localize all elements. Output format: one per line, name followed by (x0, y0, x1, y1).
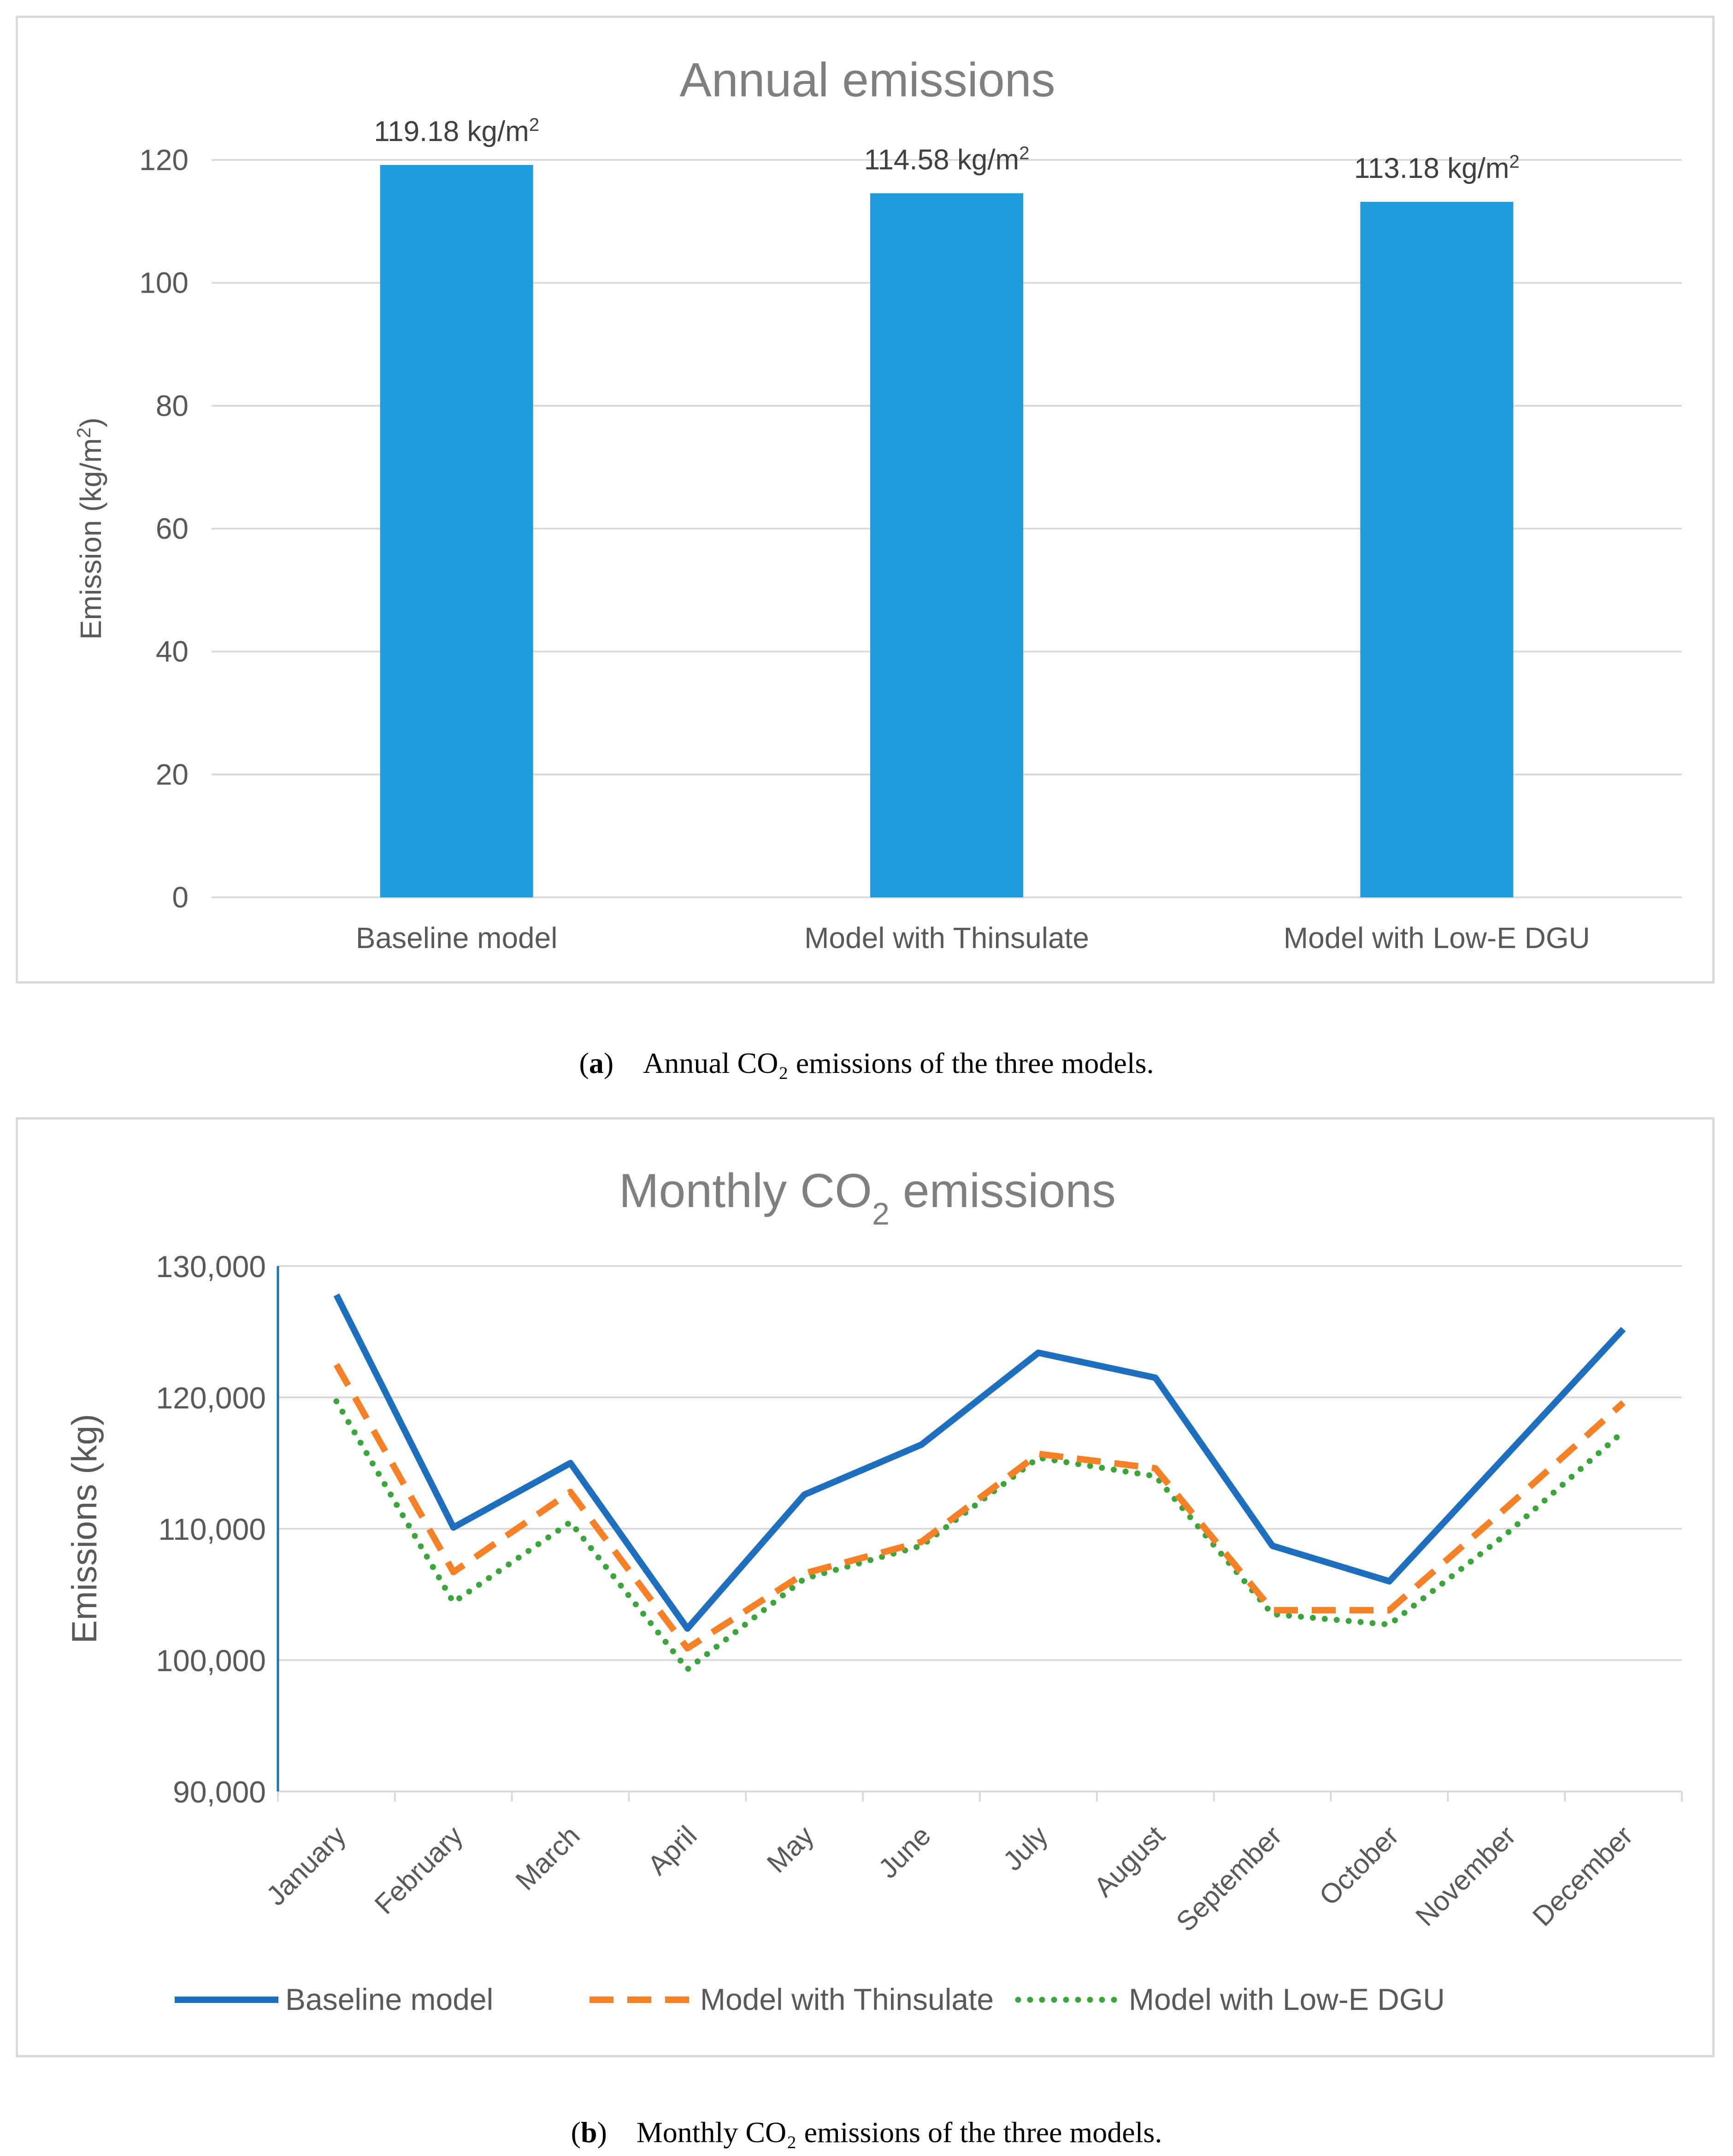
x-tick-label: October (1313, 1820, 1404, 1911)
series-1-point (1037, 1351, 1040, 1354)
series-2-point (803, 1572, 806, 1575)
y-tick-label: 90,000 (173, 1775, 266, 1809)
monthly-emissions-chart: Monthly CO2 emissions 90,000 100,000 110,00… (65, 1164, 1683, 2016)
chart-title-text: Monthly CO (619, 1164, 872, 1218)
y-tick-label: 100,000 (156, 1644, 266, 1678)
series-1-point (1271, 1544, 1274, 1547)
caption-b-text: Monthly CO₂ emissions of the three model… (636, 2116, 1162, 2149)
series-3-point (1622, 1430, 1625, 1433)
series-1-point (569, 1462, 572, 1465)
y-axis-label-sup: 2 (73, 427, 94, 438)
y-axis-label: Emissions (kg) (65, 1414, 104, 1644)
x-tick-label: January (260, 1820, 352, 1911)
series-2-point (452, 1571, 455, 1573)
series-1-point (803, 1493, 806, 1496)
legend-label-2: Model with Thinsulate (700, 1982, 994, 2016)
annual-emissions-chart: Annual emissions 0 20 40 60 80 100 120 Emission … (73, 53, 1682, 954)
x-tick-label: February (369, 1820, 469, 1920)
x-tick-label: March (510, 1820, 586, 1896)
y-tick-label: 40 (156, 635, 189, 668)
y-axis-label: Emission (kg/m2) (73, 418, 108, 640)
y-tick-label: 110,000 (158, 1512, 266, 1546)
bar-1 (380, 165, 533, 897)
series-1-point (452, 1526, 455, 1529)
x-tick-label: November (1409, 1820, 1521, 1932)
data-label-text: 119.18 kg/m (374, 116, 529, 147)
series-2-point (1505, 1506, 1508, 1509)
series-2-point (1037, 1453, 1040, 1455)
y-axis-label-text: Emission (kg/m (74, 438, 107, 640)
data-label-sup: 2 (1509, 152, 1520, 172)
series-2-point (920, 1541, 923, 1543)
chart-title-end: emissions (890, 1164, 1116, 1218)
y-tick-label: 100 (139, 266, 189, 300)
x-tick-label: April (642, 1820, 702, 1881)
series-2-point (686, 1647, 689, 1649)
series-2-point (1154, 1467, 1157, 1470)
series-3-point (569, 1521, 572, 1524)
y-tick-label: 130,000 (156, 1249, 266, 1284)
series-1-point (920, 1443, 923, 1446)
x-tick-label: September (1170, 1820, 1288, 1938)
series-3-point (686, 1668, 689, 1671)
series-2-point (1622, 1401, 1625, 1404)
chart-title: Monthly CO2 emissions (619, 1164, 1116, 1231)
data-label-1: 119.18 kg/m2 (374, 115, 539, 147)
series-3-point (803, 1577, 806, 1580)
x-tick-label: June (872, 1820, 937, 1884)
legend-label-3: Model with Low-E DGU (1129, 1982, 1445, 2016)
series-1-point (686, 1627, 689, 1630)
caption-b: (b) Monthly CO₂ emissions of the three m… (571, 2116, 1162, 2149)
series-1-point (1622, 1328, 1625, 1331)
x-tick-label: July (997, 1820, 1054, 1877)
bar-2 (870, 193, 1023, 898)
series-3-point (1505, 1532, 1508, 1535)
legend-label-1: Baseline model (285, 1982, 493, 2016)
y-tick-label: 80 (156, 389, 189, 422)
x-tick-label: Baseline model (356, 921, 558, 954)
y-tick-label: 120,000 (156, 1381, 266, 1415)
y-tick-label: 0 (172, 881, 189, 914)
series-3-point (335, 1400, 338, 1403)
caption-b-label: b (580, 2116, 597, 2149)
caption-a-text: Annual CO₂ emissions of the three models… (643, 1047, 1154, 1079)
data-label-2: 114.58 kg/m2 (864, 143, 1030, 176)
series-2-point (1271, 1609, 1274, 1612)
series-2-point (1388, 1609, 1391, 1612)
x-tick-label: Model with Low-E DGU (1284, 921, 1590, 954)
data-label-text: 113.18 kg/m (1354, 153, 1509, 184)
x-tick-label: May (761, 1820, 820, 1879)
chart-title-sub: 2 (872, 1196, 890, 1231)
caption-a: (a) Annual CO₂ emissions of the three mo… (579, 1047, 1154, 1079)
series-1-point (1154, 1376, 1157, 1379)
data-label-text: 114.58 kg/m (864, 144, 1020, 176)
series-3-point (1271, 1613, 1274, 1615)
bar-3 (1360, 201, 1514, 897)
series-3-point (452, 1601, 455, 1604)
y-tick-label: 60 (156, 512, 189, 545)
data-label-3: 113.18 kg/m2 (1354, 152, 1520, 184)
series-line-1 (333, 1293, 1626, 1632)
caption-a-label: a (589, 1047, 604, 1079)
series-line-2 (333, 1363, 1626, 1652)
series-3-point (1388, 1623, 1391, 1626)
series-2-point (335, 1363, 338, 1366)
series-1-point (1505, 1454, 1508, 1456)
y-tick-label: 120 (139, 143, 189, 177)
x-tick-label: Model with Thinsulate (804, 921, 1089, 954)
monthly-emissions-panel: Monthly CO2 emissions 90,000 100,000 110,00… (16, 1117, 1715, 2057)
x-tick-label: December (1527, 1820, 1639, 1932)
y-axis-label-end: ) (74, 418, 107, 427)
data-label-sup: 2 (529, 115, 539, 135)
chart-title: Annual emissions (679, 53, 1055, 107)
x-tick-label: August (1088, 1820, 1171, 1903)
y-tick-label: 20 (156, 758, 189, 791)
series-2-point (569, 1490, 572, 1493)
series-3-point (1154, 1475, 1157, 1478)
series-1-point (335, 1294, 338, 1296)
data-label-sup: 2 (1019, 143, 1029, 163)
annual-emissions-panel: Annual emissions 0 20 40 60 80 100 120 Emission … (16, 16, 1715, 984)
series-1-point (1388, 1580, 1391, 1583)
